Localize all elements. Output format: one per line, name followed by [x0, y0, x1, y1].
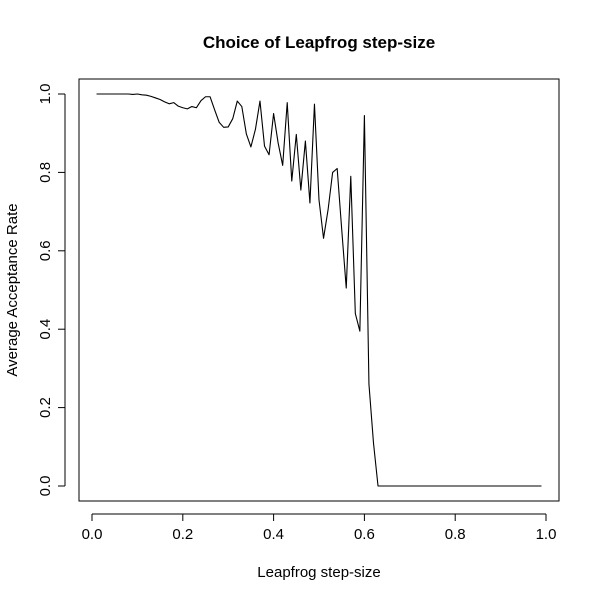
acceptance-rate-line	[96, 93, 542, 487]
y-tick-label: 0.8	[37, 162, 54, 183]
y-axis: 0.0 0.2 0.4 0.6 0.8 1.0	[37, 84, 66, 497]
y-axis-label: Average Acceptance Rate	[4, 203, 21, 376]
y-tick-label: 0.4	[37, 319, 54, 340]
x-tick-label: 0.4	[263, 526, 284, 543]
x-tick-label: 0.0	[82, 526, 103, 543]
y-tick-label: 1.0	[37, 84, 54, 105]
y-tick-label: 0.2	[37, 397, 54, 418]
chart-title: Choice of Leapfrog step-size	[203, 33, 435, 52]
x-tick-label: 0.8	[445, 526, 466, 543]
plot-area-frame	[78, 78, 560, 502]
x-tick-label: 0.6	[354, 526, 375, 543]
y-tick-label: 0.6	[37, 240, 54, 261]
y-tick-label: 0.0	[37, 476, 54, 497]
x-tick-label: 0.2	[172, 526, 193, 543]
x-axis: 0.0 0.2 0.4 0.6 0.8 1.0	[82, 513, 557, 543]
x-axis-label: Leapfrog step-size	[257, 564, 380, 581]
x-tick-label: 1.0	[536, 526, 557, 543]
